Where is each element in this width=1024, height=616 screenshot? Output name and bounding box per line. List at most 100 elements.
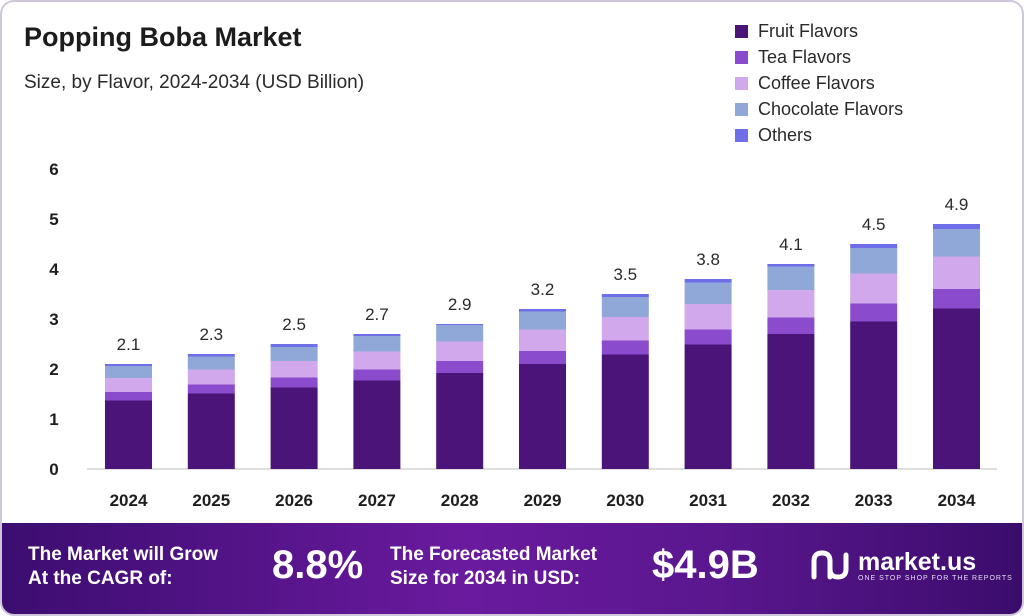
bar-segment-tea [270,377,318,388]
bar-segment-tea [933,289,980,309]
bar-segment-others [933,224,980,229]
x-tick-label: 2034 [938,491,976,510]
y-tick-label: 5 [49,210,58,229]
bar-segment-coffee [105,378,152,392]
x-tick-label: 2025 [192,491,230,510]
bar-segment-tea [601,340,649,355]
legend-label-chocolate: Chocolate Flavors [758,98,904,119]
bar-segment-tea [436,361,484,373]
cagr-value: 8.8% [272,543,364,587]
stacked-bar-chart: 0 1 2 3 4 5 6 2.1 2024 2.3 2025 2.5 2026 2.7 2027 2.9 20… [49,160,997,510]
forecast-value: $4.9B [652,543,759,587]
chart-title: Popping Boba Market [24,22,302,52]
bar-segment-chocolate [105,366,152,378]
total-data-label: 2.5 [282,315,306,334]
forecast-caption-line2: Size for 2034 in USD: [390,568,581,589]
bar-segment-chocolate [519,311,566,330]
bar-segment-chocolate [270,347,318,361]
x-tick-label: 2031 [689,491,727,510]
legend-item-chocolate: Chocolate Flavors [735,96,903,122]
bar-segment-tea [767,317,815,334]
bar-segment-tea [684,329,732,345]
bar-segment-others [767,264,815,267]
marketus-logo: market.us ONE STOP SHOP FOR THE REPORTS [810,547,1013,583]
bar-segment-others [519,309,566,312]
bar-segment-others [684,279,732,283]
legend-label-fruit: Fruit Flavors [758,20,859,41]
legend-swatch-others [735,128,748,142]
y-tick-label: 1 [49,410,58,429]
logo-name: market.us [858,547,977,576]
bar-segment-fruit [187,393,235,469]
total-data-label: 4.1 [779,235,803,254]
bar-segment-coffee [767,290,815,318]
legend-label-coffee: Coffee Flavors [758,72,875,93]
x-tick-label: 2032 [772,491,810,510]
cagr-caption-line1: The Market will Grow [28,544,219,565]
x-tick-label: 2027 [358,491,396,510]
forecast-caption-line1: The Forecasted Market [390,544,597,565]
bar-segment-fruit [519,364,566,469]
cagr-caption: The Market will Grow At the CAGR of: [28,543,218,591]
x-tick-label: 2030 [606,491,644,510]
bar-segment-chocolate [187,356,235,370]
bar-segment-chocolate [684,282,732,304]
x-tick-label: 2033 [855,491,893,510]
logo-tagline: ONE STOP SHOP FOR THE REPORTS [858,574,1013,582]
total-data-label: 3.8 [696,250,720,269]
bar-segment-chocolate [601,297,649,317]
chart-subtitle: Size, by Flavor, 2024-2034 (USD Billion) [24,72,365,93]
total-data-label: 2.1 [117,335,141,354]
bar-segment-others [353,334,401,336]
total-data-label: 4.9 [945,195,969,214]
bar-segment-coffee [601,317,649,341]
bar-segment-fruit [684,344,732,469]
total-data-label: 2.9 [448,295,472,314]
y-tick-label: 2 [49,360,58,379]
legend-item-others: Others [735,122,903,148]
legend-item-tea: Tea Flavors [735,44,903,70]
bar-segment-tea [187,384,235,394]
y-tick-label: 0 [49,460,58,479]
legend-swatch-fruit [735,24,748,38]
total-data-label: 3.5 [613,265,637,284]
legend-item-fruit: Fruit Flavors [735,18,903,44]
bar-segment-others [105,364,152,366]
footer-banner: The Market will Grow At the CAGR of: 8.8… [2,523,1022,614]
y-tick-label: 3 [49,310,58,329]
y-tick-label: 6 [49,160,58,179]
bar-segment-tea [850,303,898,322]
bar-segment-chocolate [436,325,484,342]
y-tick-label: 4 [49,260,59,279]
bar-segment-coffee [353,351,401,370]
bar-segment-fruit [767,334,815,469]
bar-segment-others [850,244,898,248]
legend-swatch-tea [735,50,748,64]
total-data-label: 3.2 [531,280,555,299]
bar-segment-coffee [436,341,484,361]
bar-segment-fruit [353,380,401,469]
bar-segment-tea [105,392,152,401]
bar-segment-fruit [436,373,484,469]
bar-segment-coffee [270,361,318,378]
bar-segment-others [601,294,649,297]
bar-segment-chocolate [353,336,401,352]
x-tick-label: 2029 [524,491,562,510]
bar-segment-coffee [850,273,898,304]
bar-segment-chocolate [767,266,815,290]
bar-segment-others [436,324,484,325]
bar-segment-tea [519,351,566,364]
forecast-caption: The Forecasted Market Size for 2034 in U… [390,543,597,591]
bar-segment-coffee [519,329,566,351]
x-tick-label: 2028 [441,491,479,510]
bar-segment-chocolate [850,248,898,274]
legend-swatch-chocolate [735,102,748,116]
legend-label-others: Others [758,124,813,145]
legend-swatch-coffee [735,76,748,90]
x-tick-label: 2024 [110,491,148,510]
bar-segment-coffee [684,304,732,330]
legend: Fruit Flavors Tea Flavors Coffee Flavors… [735,18,903,148]
marketus-logo-icon [811,550,849,580]
x-tick-label: 2026 [275,491,313,510]
